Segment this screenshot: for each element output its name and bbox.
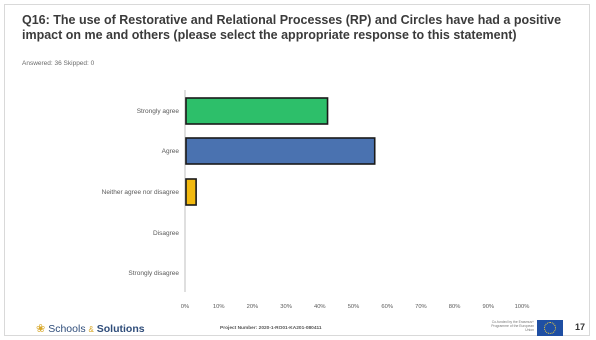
- category-label: Strongly disagree: [128, 270, 179, 277]
- bar: [185, 178, 197, 206]
- category-label: Disagree: [153, 230, 179, 237]
- x-tick-label: 0%: [181, 304, 189, 310]
- logo-ampersand: &: [88, 325, 94, 334]
- x-tick-label: 70%: [415, 304, 427, 310]
- schools-and-solutions-logo: ❀ Schools & Solutions: [36, 322, 145, 335]
- eu-flag-icon: [537, 320, 563, 336]
- bar: [185, 97, 329, 125]
- logo-part-schools: Schools: [48, 323, 86, 335]
- category-label: Agree: [162, 148, 180, 155]
- x-tick-label: 20%: [247, 304, 259, 310]
- x-tick-label: 40%: [314, 304, 326, 310]
- logo-part-solutions: Solutions: [96, 323, 145, 335]
- question-title: Q16: The use of Restorative and Relation…: [22, 13, 562, 42]
- x-tick-label: 100%: [515, 304, 530, 310]
- x-tick-label: 50%: [348, 304, 360, 310]
- person-figure-icon: ❀: [36, 323, 46, 335]
- x-tick-label: 10%: [213, 304, 225, 310]
- eu-cofunded-text: Co-funded by the Erasmus+ Programme of t…: [491, 320, 534, 332]
- bar: [185, 137, 376, 165]
- x-tick-label: 30%: [280, 304, 292, 310]
- x-tick-label: 60%: [381, 304, 393, 310]
- answered-skipped-line: Answered: 36 Skipped: 0: [22, 60, 95, 67]
- project-number: Project Number: 2020-1-RO01-KA201-080411: [220, 326, 322, 331]
- category-label: Neither agree nor disagree: [102, 189, 180, 196]
- page-number: 17: [575, 322, 586, 332]
- category-label: Strongly agree: [137, 108, 180, 115]
- x-tick-label: 90%: [482, 304, 494, 310]
- x-tick-label: 80%: [449, 304, 461, 310]
- slide-frame: [4, 4, 590, 336]
